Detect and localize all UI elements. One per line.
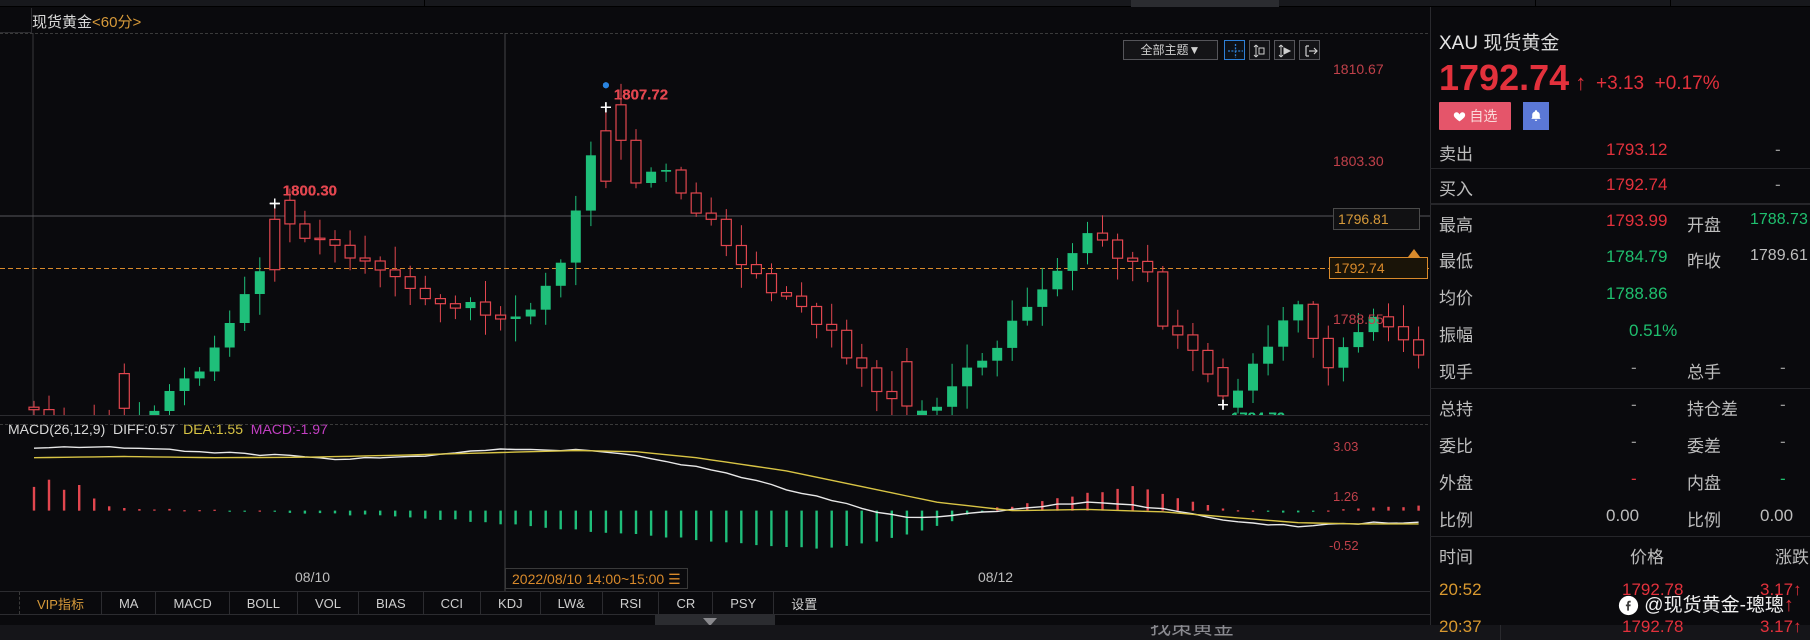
svg-text:1807.72: 1807.72 (614, 86, 668, 103)
svg-text:1800.30: 1800.30 (283, 183, 337, 200)
